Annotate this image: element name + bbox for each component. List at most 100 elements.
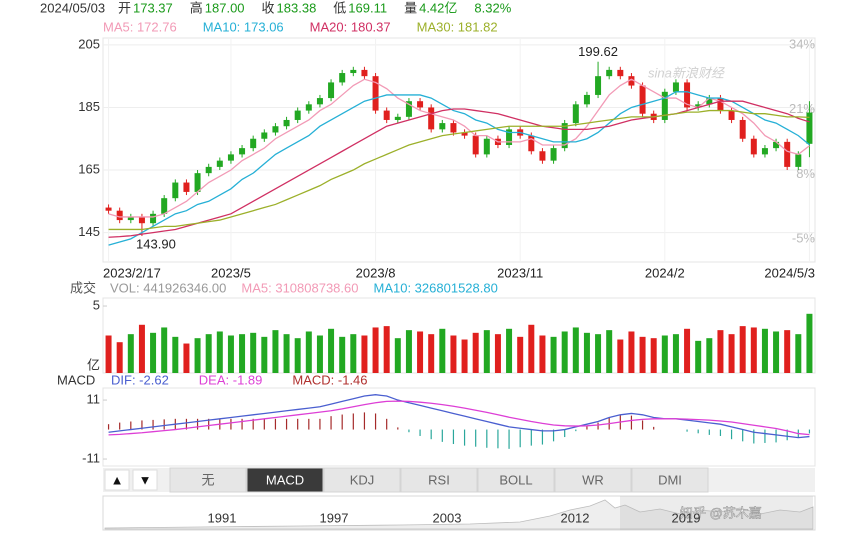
volume-bar bbox=[461, 339, 468, 373]
annotation-high: 199.62 bbox=[578, 44, 618, 59]
volume-bar bbox=[795, 334, 802, 373]
volume-bar bbox=[105, 335, 112, 373]
indicator-tab[interactable] bbox=[477, 467, 555, 493]
legend-entry: MA10: 173.06 bbox=[203, 19, 284, 34]
volume-bar bbox=[294, 338, 301, 373]
candle-body bbox=[672, 82, 679, 92]
candle-body bbox=[428, 107, 435, 130]
candle-body bbox=[461, 132, 468, 136]
candle-body bbox=[150, 213, 157, 224]
ma-line bbox=[108, 100, 810, 238]
candle-body bbox=[795, 154, 802, 167]
candle-body bbox=[750, 138, 757, 155]
price-panel-frame bbox=[102, 37, 816, 263]
candle-body bbox=[550, 148, 557, 161]
candle-body bbox=[272, 126, 279, 133]
volume-bar bbox=[494, 334, 501, 373]
y-tick-label: 165 bbox=[78, 161, 100, 176]
toolbar-button[interactable] bbox=[104, 469, 130, 491]
volume-bar bbox=[728, 334, 735, 373]
candle-body bbox=[339, 73, 346, 83]
quote-value: 173.37 bbox=[133, 0, 173, 15]
legend-entry: MA20: 180.37 bbox=[310, 19, 391, 34]
indicator-tab-label: MACD bbox=[266, 472, 304, 487]
volume-bar bbox=[261, 336, 268, 373]
indicator-tab[interactable] bbox=[554, 467, 632, 493]
candle-body bbox=[661, 91, 668, 120]
candle-body bbox=[305, 104, 312, 111]
candle-body bbox=[405, 101, 412, 117]
overview-year: 2003 bbox=[433, 510, 462, 525]
candle-body bbox=[138, 216, 145, 224]
volume-bar bbox=[239, 334, 246, 373]
overview-window[interactable] bbox=[620, 496, 813, 530]
volume-bar bbox=[150, 332, 157, 373]
volume-panel-frame bbox=[102, 297, 816, 374]
y2-tick-label: 34% bbox=[789, 36, 815, 51]
volume-bar bbox=[750, 327, 757, 373]
candle-body bbox=[528, 135, 535, 152]
quote-value: 187.00 bbox=[205, 0, 245, 15]
volume-bar bbox=[550, 336, 557, 373]
ma-line bbox=[108, 91, 810, 246]
candle-body bbox=[539, 151, 546, 161]
quote-label: 高 bbox=[190, 0, 203, 15]
y-tick-label: 185 bbox=[78, 99, 100, 114]
indicator-tab[interactable] bbox=[323, 467, 401, 493]
ma-line bbox=[108, 109, 810, 231]
legend-entry: MACD: -1.46 bbox=[292, 372, 367, 387]
candle-body bbox=[372, 76, 379, 111]
indicator-tab[interactable] bbox=[246, 467, 324, 493]
candle-body bbox=[350, 69, 357, 74]
watermark: sina新浪财经 bbox=[648, 65, 726, 80]
candle-body bbox=[450, 123, 457, 133]
volume-bar bbox=[606, 330, 613, 373]
volume-bar bbox=[561, 331, 568, 373]
candle-body bbox=[361, 69, 368, 77]
legend-entry: MA30: 181.82 bbox=[417, 19, 498, 34]
overview-year: 2012 bbox=[561, 510, 590, 525]
candle-body bbox=[606, 69, 613, 77]
volume-bar bbox=[717, 330, 724, 373]
x-tick-label: 2023/5 bbox=[211, 265, 251, 280]
y-tick-label: 11 bbox=[87, 391, 101, 406]
volume-bar bbox=[339, 336, 346, 373]
candle-body bbox=[561, 123, 568, 149]
volume-bar bbox=[250, 332, 257, 373]
volume-bar bbox=[784, 330, 791, 373]
volume-bar bbox=[116, 342, 123, 373]
toolbar-button[interactable] bbox=[132, 469, 158, 491]
chart-layer: 2024/05/03 开 173.37 高 187.00 收 183.38 低 169.11 量 4… bbox=[40, 0, 815, 525]
candle-body bbox=[283, 119, 290, 127]
candle-body bbox=[328, 82, 335, 99]
legend-entry: DIF: -2.62 bbox=[111, 372, 169, 387]
candle-body bbox=[684, 82, 691, 108]
candle-body bbox=[583, 94, 590, 105]
candle-body bbox=[784, 141, 791, 167]
y-tick-label: 145 bbox=[78, 224, 100, 239]
y2-tick-label: -5% bbox=[792, 231, 816, 246]
ma-line bbox=[108, 78, 810, 218]
volume-bar bbox=[127, 334, 134, 373]
volume-bar bbox=[472, 332, 479, 373]
volume-bar bbox=[595, 334, 602, 373]
volume-bar bbox=[194, 338, 201, 373]
panel-title: MACD bbox=[57, 372, 95, 387]
candle-body bbox=[728, 110, 735, 120]
candle-body bbox=[316, 98, 323, 105]
volume-bar bbox=[695, 340, 702, 373]
volume-bar bbox=[205, 334, 212, 373]
indicator-tab-label: WR bbox=[582, 472, 604, 487]
legend-entry: MA5: 172.76 bbox=[103, 19, 177, 34]
candle-body bbox=[417, 101, 424, 108]
volume-bar bbox=[405, 330, 412, 373]
candle-body bbox=[383, 110, 390, 120]
volume-bar bbox=[216, 331, 223, 373]
indicator-tab[interactable] bbox=[631, 467, 709, 493]
indicator-tab[interactable] bbox=[169, 467, 247, 493]
volume-bar bbox=[372, 327, 379, 373]
indicator-tab[interactable] bbox=[400, 467, 478, 493]
volume-bar bbox=[639, 336, 646, 373]
